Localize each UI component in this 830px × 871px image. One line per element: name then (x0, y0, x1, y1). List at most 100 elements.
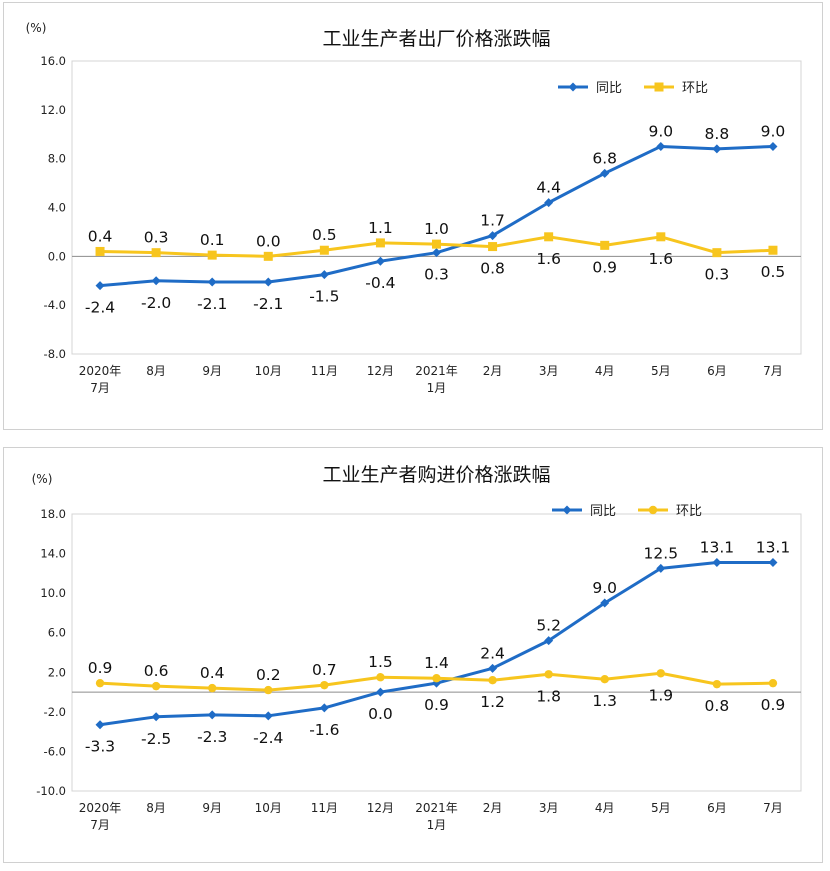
x-tick-label: 3月 (539, 364, 559, 378)
x-tick-label: 2021年 1月 (415, 801, 458, 832)
data-label-mom: 0.1 (200, 231, 225, 249)
x-tick-label: 6月 (707, 801, 727, 815)
data-label-mom: 1.3 (592, 692, 617, 710)
chart-title: 工业生产者购进价格涨跌幅 (322, 464, 550, 486)
x-tick-label: 8月 (146, 801, 166, 815)
data-point (263, 251, 273, 261)
data-point (263, 277, 273, 287)
data-label-mom: 0.3 (705, 266, 730, 284)
x-tick-label: 10月 (255, 364, 282, 378)
data-label-mom: 0.9 (88, 659, 113, 677)
data-label-mom: 1.6 (536, 250, 561, 268)
data-point (95, 720, 105, 730)
data-label-mom: 0.4 (200, 664, 225, 682)
data-point (320, 680, 329, 690)
data-label-yoy: -2.3 (197, 728, 227, 746)
data-label-yoy: 1.7 (480, 212, 505, 230)
x-tick-label: 4月 (595, 801, 615, 815)
data-point (656, 563, 666, 573)
data-label-mom: 1.6 (648, 250, 673, 268)
x-tick-label: 5月 (651, 801, 671, 815)
x-tick-label: 7月 (763, 801, 783, 815)
y-tick-label: 2.0 (48, 665, 66, 679)
x-tick-label: 8月 (146, 364, 166, 378)
data-point (319, 703, 329, 713)
x-tick-label: 11月 (311, 364, 338, 378)
data-label-mom: 1.9 (648, 686, 673, 704)
data-point (600, 240, 610, 250)
y-axis-unit: (%) (32, 472, 53, 486)
x-tick-label: 10月 (255, 801, 282, 815)
y-tick-label: 16.0 (40, 54, 66, 68)
legend-item-yoy: 同比 (558, 81, 622, 96)
data-point (768, 678, 778, 688)
y-tick-label: 6.0 (48, 626, 66, 640)
data-point (600, 598, 610, 608)
data-point (488, 231, 498, 241)
data-label-yoy: -1.6 (309, 721, 339, 739)
y-tick-label: -6.0 (44, 744, 66, 758)
output-price-chart: 工业生产者出厂价格涨跌幅 (%) -8.0 -4.0 0.0 4.0 8.0 12.0 16.0… (26, 21, 802, 395)
data-label-yoy: 13.1 (700, 538, 735, 556)
y-tick-label: 14.0 (40, 547, 66, 561)
data-label-yoy: 9.0 (592, 579, 617, 597)
data-label-yoy: -2.4 (253, 729, 283, 747)
data-label-mom: 0.3 (144, 229, 169, 247)
data-label-mom: 1.0 (424, 220, 449, 238)
data-point (712, 557, 722, 567)
data-point (600, 168, 610, 178)
data-point (432, 674, 441, 683)
plot-area (71, 513, 802, 792)
data-point (432, 678, 441, 688)
legend-label: 环比 (676, 504, 702, 519)
data-point (151, 712, 161, 722)
x-tick-label: 9月 (202, 801, 222, 815)
data-label-mom: 0.9 (592, 258, 617, 276)
x-tick-label: 2021年 1月 (415, 364, 458, 395)
x-tick-label: 12月 (367, 801, 394, 815)
y-tick-label: -8.0 (44, 347, 66, 361)
data-label-yoy: 4.4 (536, 179, 561, 197)
x-tick-label: 2020年 7月 (79, 801, 122, 832)
data-label-yoy: -0.4 (365, 274, 395, 292)
data-point (151, 681, 161, 691)
legend-marker (654, 82, 664, 92)
data-label-yoy: -3.3 (85, 738, 115, 756)
data-point (95, 281, 105, 291)
data-point (376, 673, 385, 682)
x-tick-label: 9月 (202, 364, 222, 378)
data-point (375, 256, 385, 266)
data-label-mom: 0.8 (705, 697, 730, 715)
data-point (263, 711, 273, 721)
plot-area (71, 60, 802, 355)
data-point (656, 232, 666, 242)
data-label-yoy: 0.9 (424, 696, 449, 714)
data-point (488, 663, 498, 673)
x-tick-label: 5月 (651, 364, 671, 378)
data-point (544, 670, 553, 679)
data-label-yoy: -2.1 (197, 295, 227, 313)
chart-panel-purchase-price: 工业生产者购进价格涨跌幅 (%) -10.0 -6.0 -2.0 2.0 6.0 10.0 14… (3, 447, 823, 863)
data-point (488, 676, 497, 685)
data-label-yoy: 9.0 (761, 122, 786, 140)
data-label-yoy: 5.2 (536, 617, 561, 635)
data-point (712, 679, 722, 689)
legend-label: 环比 (682, 81, 708, 96)
legend-label: 同比 (596, 81, 622, 96)
data-point (207, 250, 217, 260)
data-label-mom: 0.0 (256, 232, 281, 250)
y-tick-label: 8.0 (48, 152, 66, 166)
y-tick-label: -4.0 (44, 298, 66, 312)
data-point (95, 246, 105, 256)
data-point (600, 675, 609, 684)
data-label-yoy: 2.4 (480, 644, 505, 662)
legend-marker (568, 82, 578, 92)
data-label-mom: 1.4 (424, 654, 449, 672)
data-point (207, 710, 217, 720)
series-yoy (95, 557, 778, 730)
data-label-mom: 0.7 (312, 661, 337, 679)
x-tick-label: 11月 (311, 801, 338, 815)
legend-label: 同比 (590, 504, 616, 519)
data-point (151, 248, 161, 258)
data-point (712, 248, 722, 258)
